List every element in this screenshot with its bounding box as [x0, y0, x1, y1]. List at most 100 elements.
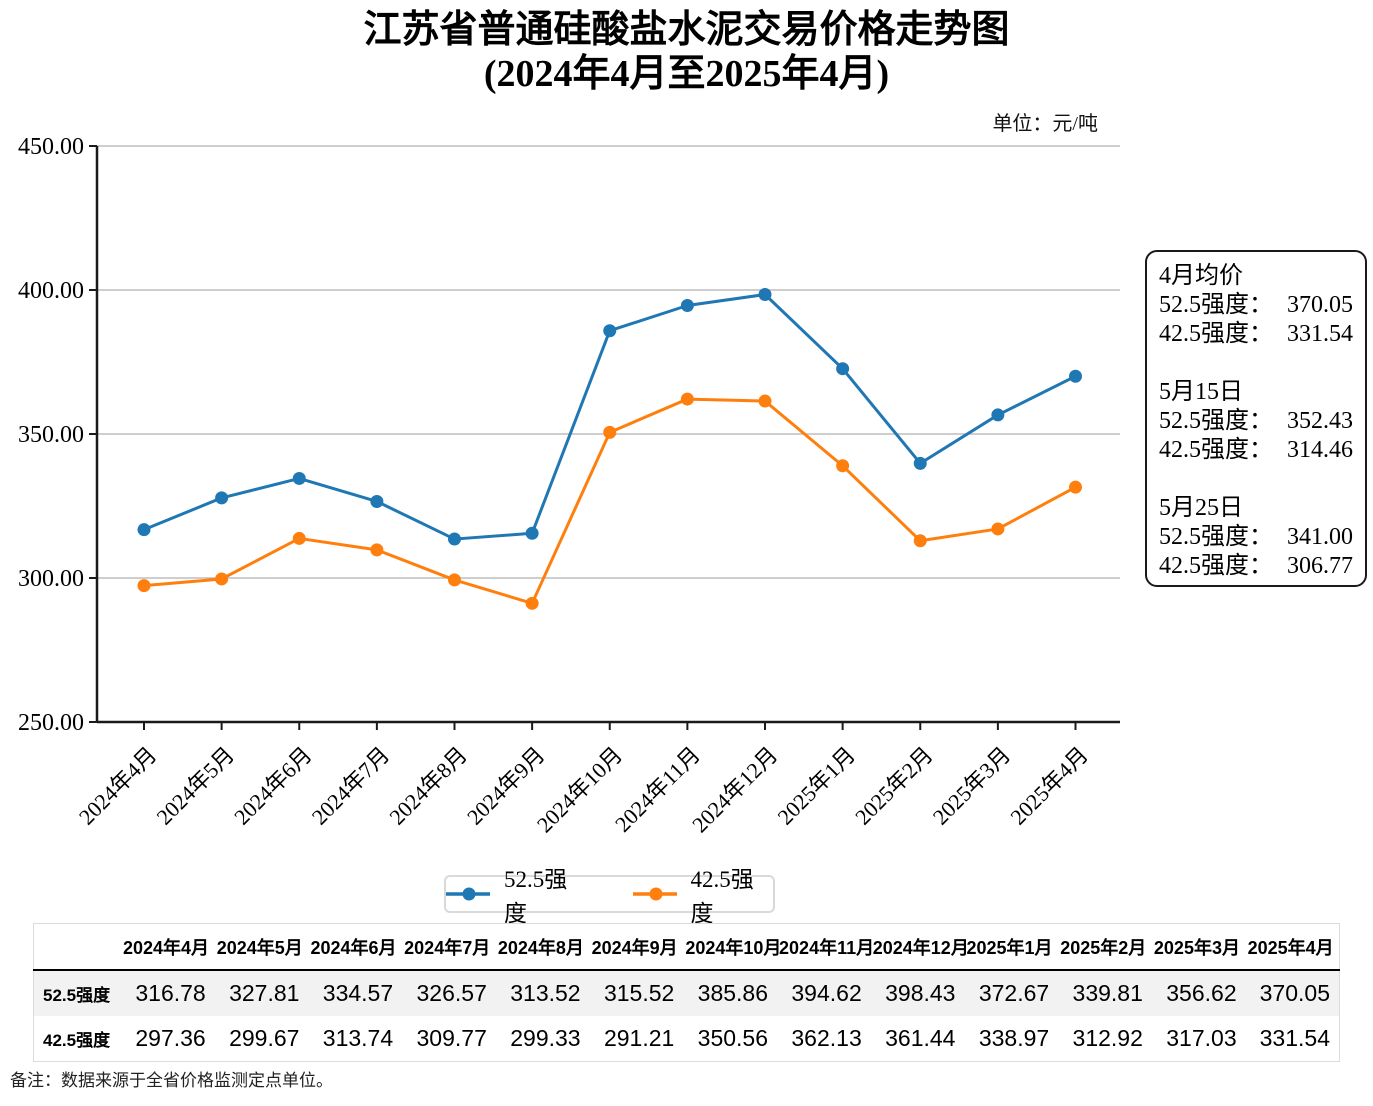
table-cell: 291.21: [603, 1025, 675, 1051]
annotation-label: 52.5强度：: [1159, 524, 1273, 550]
data-point-52.5强度: [292, 471, 306, 485]
table-row-52.5强度: 52.5强度 316.78 327.81 334.57 326.57 313.52 315.…: [33, 970, 1340, 1016]
data-point-42.5强度: [758, 394, 772, 408]
table-cell: 361.44: [885, 1025, 956, 1051]
data-point-52.5强度: [137, 523, 151, 537]
table-cell: 327.81: [229, 980, 300, 1006]
data-point-52.5强度: [603, 324, 617, 338]
title-block: 江苏省普通硅酸盐水泥交易价格走势图 (2024年4月至2025年4月): [0, 8, 1373, 96]
table-header-cell: 2025年1月: [964, 923, 1059, 971]
legend-item-42.5强度: 42.5强度: [632, 860, 774, 928]
annotation-value: 352.43: [1287, 408, 1353, 434]
x-tick-label: 2024年7月: [307, 742, 395, 830]
table-header-cell: [33, 923, 121, 971]
data-point-42.5强度: [836, 459, 850, 473]
annotation-label: 42.5强度：: [1159, 553, 1273, 579]
annotation-value: 306.77: [1287, 553, 1353, 579]
data-point-52.5强度: [991, 408, 1005, 422]
annotation-value: 314.46: [1287, 437, 1353, 463]
table-cell: 315.52: [603, 980, 675, 1006]
data-point-42.5强度: [913, 534, 927, 548]
annotation-value: 370.05: [1287, 292, 1353, 318]
table-header-cell: 2025年2月: [1058, 923, 1152, 971]
table-header-cell: 2024年4月: [121, 923, 215, 971]
annotation-label: 42.5强度：: [1159, 437, 1273, 463]
price-table-head: 2024年4月 2024年5月 2024年6月 2024年7月 2024年8月 2024年…: [33, 923, 1340, 971]
table-header-row: 2024年4月 2024年5月 2024年6月 2024年7月 2024年8月 2024年…: [33, 923, 1340, 971]
data-point-52.5强度: [758, 288, 772, 302]
table-cell: 385.86: [697, 980, 769, 1006]
annotation-value: 331.54: [1287, 321, 1353, 347]
table-header-cell: 2025年4月: [1245, 923, 1340, 971]
legend-label: 42.5强度: [690, 867, 754, 926]
table-cell: 356.62: [1166, 980, 1237, 1006]
data-point-42.5强度: [292, 531, 306, 545]
table-cell: 299.33: [510, 1025, 581, 1051]
annotation-line: 42.5强度： 306.77: [1159, 552, 1353, 581]
annotation-label: 52.5强度：: [1159, 408, 1273, 434]
annotation-value: 341.00: [1287, 524, 1353, 550]
data-point-52.5强度: [913, 456, 927, 470]
annotation-heading: 5月15日: [1159, 379, 1243, 405]
annotation-group: 5月15日 52.5强度： 352.43 42.5强度： 314.46: [1159, 378, 1353, 465]
legend-label: 52.5强度: [504, 867, 568, 926]
data-point-42.5强度: [1069, 480, 1082, 494]
table-cell: 372.67: [978, 980, 1050, 1006]
table-header-cell: 2024年9月: [589, 923, 684, 971]
table-cell: 313.74: [322, 1025, 394, 1051]
x-tick-label: 2025年1月: [772, 742, 860, 830]
chart-title: 江苏省普通硅酸盐水泥交易价格走势图: [363, 9, 1010, 51]
annotation-line: 52.5强度： 341.00: [1159, 523, 1353, 552]
x-tick-label: 2024年5月: [151, 742, 239, 830]
annotation-group: 5月25日 52.5强度： 341.00 42.5强度： 306.77: [1159, 494, 1353, 581]
table-row-42.5强度: 42.5强度 297.36 299.67 313.74 309.77 299.33 291.…: [34, 1016, 1340, 1062]
table-cell: 362.13: [791, 1025, 862, 1051]
data-point-52.5强度: [215, 491, 229, 505]
table-cell: 299.67: [229, 1025, 300, 1051]
annotation-line: 52.5强度： 370.05: [1159, 291, 1353, 320]
legend-marker-icon: [632, 887, 677, 901]
data-point-42.5强度: [448, 573, 461, 587]
table-cell: 316.78: [135, 980, 206, 1006]
table-header-cell: 2024年8月: [495, 923, 590, 971]
x-tick-label: 2024年4月: [74, 742, 162, 830]
table-header-cell: 2024年12月: [870, 923, 969, 971]
table-cell: 297.36: [135, 1025, 206, 1051]
annotation-heading: 4月均价: [1159, 263, 1243, 289]
table-cell: 338.97: [978, 1025, 1050, 1051]
data-point-52.5强度: [680, 298, 694, 312]
y-tick-label: 400.00: [18, 278, 84, 304]
price-trend-chart: 250.00300.00350.00400.00450.002024年4月202…: [18, 134, 1120, 837]
table-header-cell: 2024年11月: [777, 923, 874, 971]
x-tick-label: 2024年8月: [384, 742, 472, 830]
table-cell: 331.54: [1259, 1025, 1330, 1051]
y-tick-label: 450.00: [18, 134, 84, 160]
data-point-42.5强度: [680, 392, 694, 406]
x-tick-label: 2025年3月: [928, 742, 1016, 830]
data-point-42.5强度: [525, 596, 539, 610]
y-tick-label: 300.00: [18, 566, 84, 592]
chart-legend: 52.5强度 42.5强度: [444, 867, 775, 926]
table-cell: 312.92: [1072, 1025, 1143, 1051]
chart-subtitle: (2024年4月至2025年4月): [483, 53, 890, 95]
table-header-cell: 2025年3月: [1151, 923, 1246, 971]
annotation-label: 52.5强度：: [1159, 292, 1273, 318]
annotation-group: 4月均价 52.5强度： 370.05 42.5强度： 331.54: [1159, 262, 1353, 349]
data-point-52.5强度: [836, 362, 850, 376]
table-header-cell: 2024年10月: [683, 923, 781, 971]
table-cell: 398.43: [885, 980, 956, 1006]
legend-marker-icon: [446, 887, 490, 901]
annotation-line: 52.5强度： 352.43: [1159, 407, 1353, 436]
table-row-label: 42.5强度: [43, 1031, 111, 1050]
annotation-line: 42.5强度： 331.54: [1159, 320, 1353, 349]
data-point-52.5强度: [448, 532, 461, 546]
table-cell: 339.81: [1072, 980, 1143, 1006]
table-cell: 317.03: [1166, 1025, 1237, 1051]
table-header-cell: 2024年7月: [402, 923, 496, 971]
data-point-52.5强度: [370, 494, 384, 508]
y-tick-label: 350.00: [18, 422, 84, 448]
table-cell: 313.52: [510, 980, 581, 1006]
table-header-cell: 2024年6月: [308, 923, 403, 971]
table-cell: 326.57: [416, 980, 487, 1006]
table-cell: 350.56: [697, 1025, 769, 1051]
